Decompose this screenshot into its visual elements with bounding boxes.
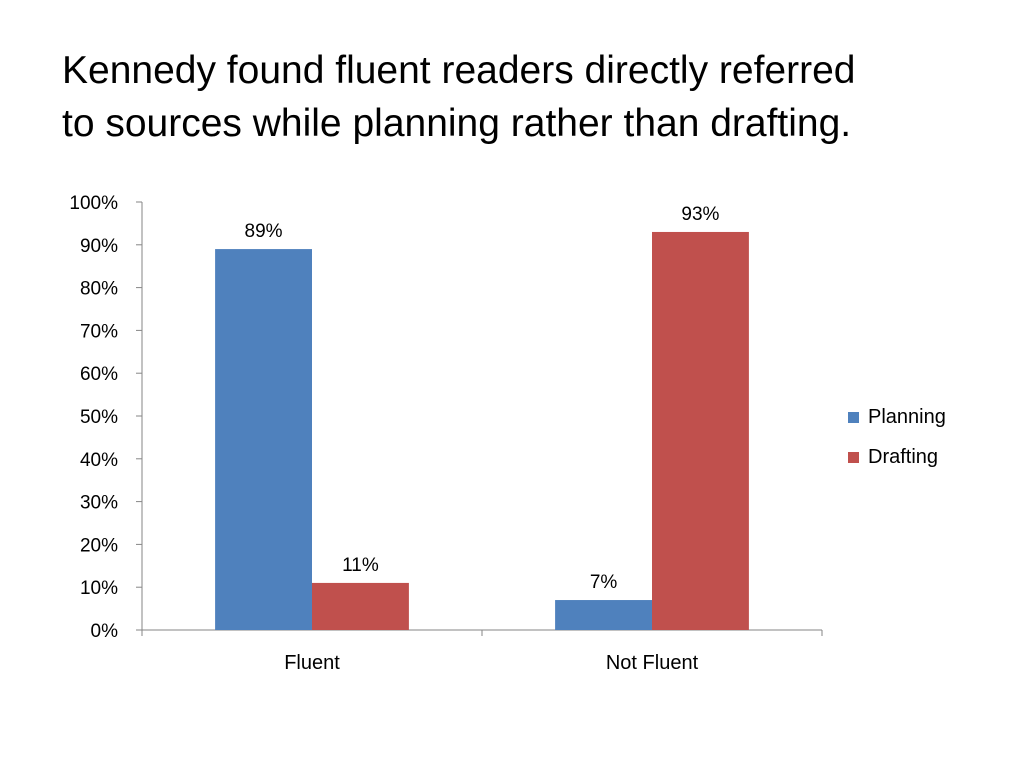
y-tick-label: 40% [80,450,118,471]
slide-title: Kennedy found fluent readers directly re… [62,44,962,150]
y-tick-label: 70% [80,321,118,342]
y-tick-label: 100% [69,193,118,214]
y-tick-label: 90% [80,236,118,257]
data-label: 7% [590,572,618,593]
y-tick-label: 0% [91,621,119,642]
slide-title-line-2: to sources while planning rather than dr… [62,102,852,145]
bar-planning-not-fluent [555,600,652,630]
y-tick-label: 60% [80,364,118,385]
x-category-label: Not Fluent [606,652,699,674]
y-tick-label: 10% [80,578,118,599]
legend-label-drafting: Drafting [868,445,939,468]
legend-item-planning: Planning [848,397,946,437]
y-tick-label: 50% [80,407,118,428]
bar-drafting-not-fluent [652,231,749,630]
legend-label-planning: Planning [868,405,946,428]
y-tick-label: 30% [80,493,118,514]
legend-swatch-planning [848,411,859,423]
x-category-label: Fluent [284,652,340,674]
slide-title-line-1: Kennedy found fluent readers directly re… [62,49,856,92]
data-label: 93% [681,204,719,225]
chart-legend: Planning Drafting [848,397,946,477]
bar-drafting-fluent [312,582,409,630]
bar-planning-fluent [215,249,312,630]
y-tick-label: 80% [80,279,118,300]
legend-item-drafting: Drafting [848,437,946,477]
legend-swatch-drafting [848,451,859,463]
data-label: 89% [245,221,283,242]
y-tick-label: 20% [80,535,118,556]
data-label: 11% [342,555,379,576]
